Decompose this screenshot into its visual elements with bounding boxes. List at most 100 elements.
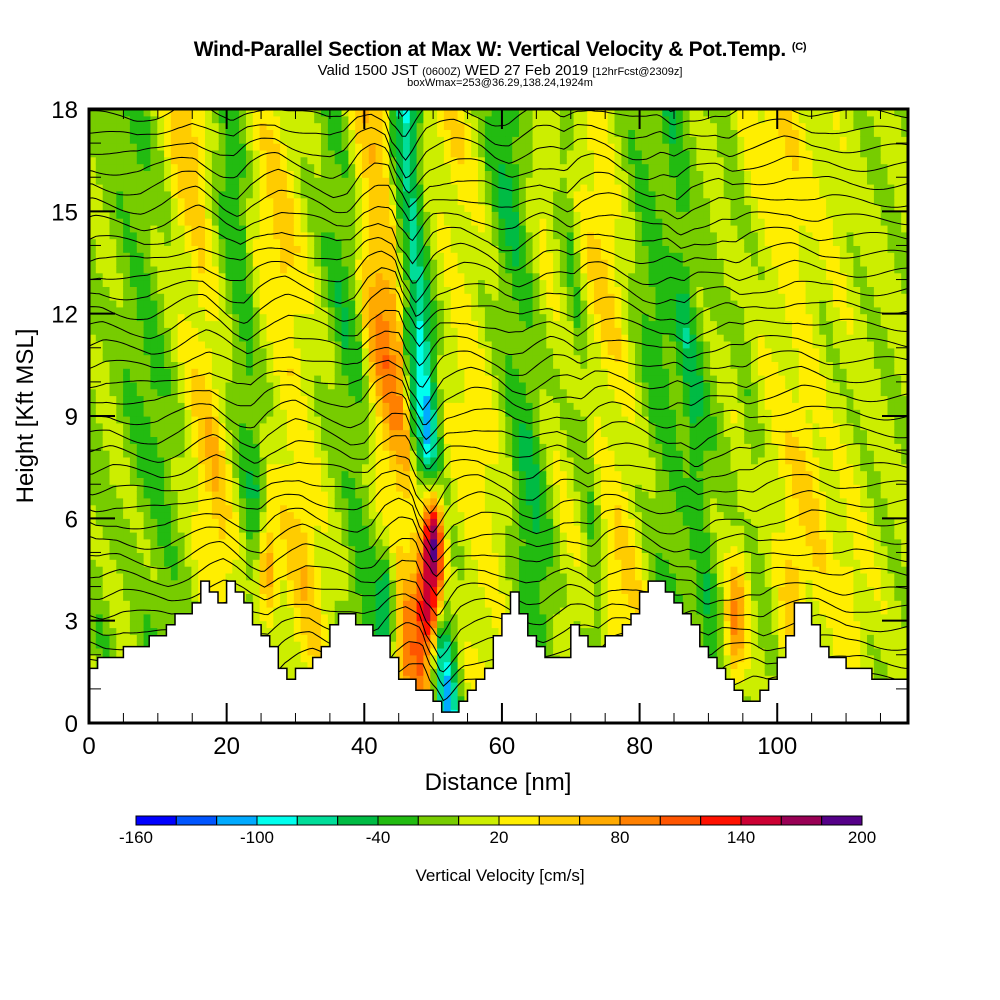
velocity-cell bbox=[437, 306, 445, 315]
velocity-cell bbox=[259, 109, 267, 117]
velocity-cell bbox=[177, 422, 186, 431]
velocity-cell bbox=[259, 368, 267, 376]
velocity-cell bbox=[403, 456, 411, 465]
velocity-cell bbox=[348, 177, 356, 185]
velocity-cell bbox=[143, 347, 151, 356]
velocity-cell bbox=[450, 306, 459, 315]
velocity-cell bbox=[443, 572, 452, 581]
velocity-cell bbox=[170, 511, 179, 519]
velocity-cell bbox=[95, 197, 104, 206]
velocity-cell bbox=[157, 381, 165, 390]
velocity-cell bbox=[355, 143, 363, 151]
velocity-cell bbox=[341, 143, 349, 151]
velocity-cell bbox=[191, 115, 199, 124]
velocity-cell bbox=[109, 648, 117, 656]
velocity-cell bbox=[136, 593, 145, 601]
velocity-cell bbox=[341, 136, 349, 144]
velocity-cell bbox=[246, 381, 254, 390]
velocity-cell bbox=[457, 286, 465, 294]
velocity-cell bbox=[150, 347, 158, 356]
velocity-cell bbox=[116, 204, 124, 212]
velocity-cell bbox=[273, 143, 281, 151]
velocity-cell bbox=[177, 354, 186, 362]
velocity-cell bbox=[437, 477, 445, 485]
velocity-cell bbox=[150, 388, 158, 397]
velocity-cell bbox=[177, 136, 186, 144]
velocity-cell bbox=[321, 300, 329, 308]
velocity-cell bbox=[307, 654, 315, 663]
velocity-cell bbox=[102, 429, 111, 437]
velocity-cell bbox=[341, 245, 349, 253]
velocity-cell bbox=[109, 279, 117, 287]
velocity-cell bbox=[102, 484, 111, 492]
velocity-cell bbox=[170, 538, 179, 547]
velocity-cell bbox=[450, 607, 459, 615]
velocity-cell bbox=[450, 532, 459, 540]
velocity-cell bbox=[157, 347, 165, 356]
velocity-cell bbox=[334, 572, 343, 581]
velocity-cell bbox=[116, 238, 124, 246]
velocity-cell bbox=[246, 361, 254, 369]
velocity-cell bbox=[177, 272, 186, 281]
velocity-cell bbox=[286, 197, 295, 206]
velocity-cell bbox=[184, 313, 192, 322]
velocity-cell bbox=[170, 456, 179, 465]
velocity-cell bbox=[389, 436, 397, 444]
velocity-cell bbox=[143, 436, 151, 444]
velocity-cell bbox=[205, 184, 213, 192]
velocity-cell bbox=[348, 532, 356, 540]
velocity-cell bbox=[362, 395, 370, 403]
velocity-cell bbox=[348, 422, 356, 431]
velocity-cell bbox=[95, 204, 104, 212]
velocity-cell bbox=[464, 648, 472, 656]
velocity-cell bbox=[150, 163, 158, 171]
velocity-cell bbox=[95, 238, 104, 246]
velocity-cell bbox=[286, 238, 295, 246]
velocity-cell bbox=[464, 559, 472, 567]
velocity-cell bbox=[246, 559, 254, 567]
velocity-cell bbox=[95, 286, 104, 294]
velocity-cell bbox=[457, 593, 465, 601]
velocity-cell bbox=[368, 259, 377, 267]
velocity-cell bbox=[416, 484, 424, 492]
velocity-cell bbox=[293, 402, 302, 410]
velocity-cell bbox=[368, 504, 377, 513]
velocity-cell bbox=[293, 265, 302, 274]
velocity-cell bbox=[102, 143, 111, 151]
velocity-cell bbox=[239, 190, 247, 199]
velocity-cell bbox=[102, 477, 111, 485]
velocity-cell bbox=[177, 320, 186, 328]
velocity-cell bbox=[348, 231, 356, 240]
velocity-cell bbox=[150, 252, 158, 260]
velocity-cell bbox=[321, 238, 329, 246]
velocity-cell bbox=[136, 607, 145, 615]
velocity-cell bbox=[232, 368, 240, 376]
velocity-cell bbox=[116, 572, 124, 581]
velocity-cell bbox=[95, 613, 104, 622]
velocity-cell bbox=[164, 613, 172, 622]
velocity-cell bbox=[225, 184, 233, 192]
velocity-cell bbox=[403, 668, 411, 676]
forecast-info: [12hrFcst@2309z] bbox=[592, 66, 683, 78]
velocity-cell bbox=[327, 252, 336, 260]
velocity-cell bbox=[266, 545, 274, 553]
velocity-cell bbox=[170, 368, 179, 376]
velocity-cell bbox=[136, 163, 145, 171]
velocity-cell bbox=[218, 272, 227, 281]
velocity-cell bbox=[129, 484, 138, 492]
velocity-cell bbox=[409, 552, 418, 560]
velocity-cell bbox=[157, 422, 165, 431]
velocity-cell bbox=[191, 190, 199, 199]
velocity-cell bbox=[409, 109, 418, 117]
velocity-cell bbox=[416, 634, 424, 642]
velocity-cell bbox=[341, 518, 349, 526]
velocity-cell bbox=[382, 497, 390, 506]
velocity-cell bbox=[129, 566, 138, 574]
velocity-cell bbox=[157, 579, 165, 588]
velocity-cell bbox=[314, 300, 322, 308]
velocity-cell bbox=[136, 197, 145, 206]
velocity-cell bbox=[89, 416, 97, 424]
velocity-cell bbox=[314, 306, 322, 315]
velocity-cell bbox=[293, 204, 302, 212]
velocity-cell bbox=[211, 279, 220, 287]
